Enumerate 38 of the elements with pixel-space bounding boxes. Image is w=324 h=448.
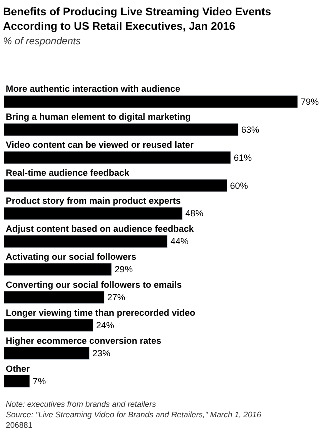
chart-subtitle: % of respondents bbox=[3, 36, 82, 48]
bar bbox=[4, 291, 105, 304]
data-label: 79% bbox=[301, 96, 320, 107]
data-label: 29% bbox=[114, 264, 133, 275]
bar bbox=[4, 347, 90, 360]
text: 206881 bbox=[6, 420, 34, 430]
y-tick-label: Converting our social followers to emails bbox=[6, 280, 182, 290]
y-tick-label: Bring a human element to digital marketing bbox=[6, 112, 192, 122]
data-label: 27% bbox=[107, 292, 126, 303]
data-label: 60% bbox=[230, 180, 248, 191]
y-tick-label: Adjust content based on audience feedback bbox=[6, 224, 196, 234]
bar bbox=[4, 151, 232, 164]
chart-title: Benefits of Producing Live Streaming Video Events According to US Retail Executives, Jan 2016 bbox=[3, 6, 272, 33]
y-tick-label: More authentic interaction with audience bbox=[6, 84, 181, 94]
bar bbox=[4, 207, 183, 220]
data-label: 63% bbox=[241, 124, 260, 135]
bar bbox=[4, 95, 298, 108]
bar bbox=[4, 319, 94, 332]
y-tick-label: Real-time audience feedback bbox=[6, 168, 131, 178]
bar bbox=[4, 179, 228, 192]
bar bbox=[4, 263, 112, 276]
y-tick-label: Higher ecommerce conversion rates bbox=[6, 336, 162, 346]
bar bbox=[4, 123, 239, 136]
y-tick-label: Product story from main product experts bbox=[6, 196, 182, 206]
data-label: 7% bbox=[33, 376, 46, 387]
text: Note: executives from brands and retailers bbox=[6, 400, 156, 409]
data-label: 61% bbox=[234, 152, 252, 163]
bar bbox=[4, 374, 30, 388]
data-label: 48% bbox=[186, 208, 204, 219]
y-tick-label: Activating our social followers bbox=[6, 252, 137, 262]
data-label: 24% bbox=[96, 320, 114, 331]
bar bbox=[4, 235, 168, 248]
y-tick-label: Other bbox=[6, 364, 30, 374]
source-note: Source: "Live Streaming Video for Brands and Retailers," March 1, 2016 bbox=[6, 410, 262, 420]
y-tick-label: Video content can be viewed or reused later bbox=[6, 140, 194, 150]
data-label: 23% bbox=[92, 348, 111, 359]
y-tick-label: Longer viewing time than prerecorded video bbox=[6, 308, 196, 318]
data-label: 44% bbox=[170, 236, 189, 247]
